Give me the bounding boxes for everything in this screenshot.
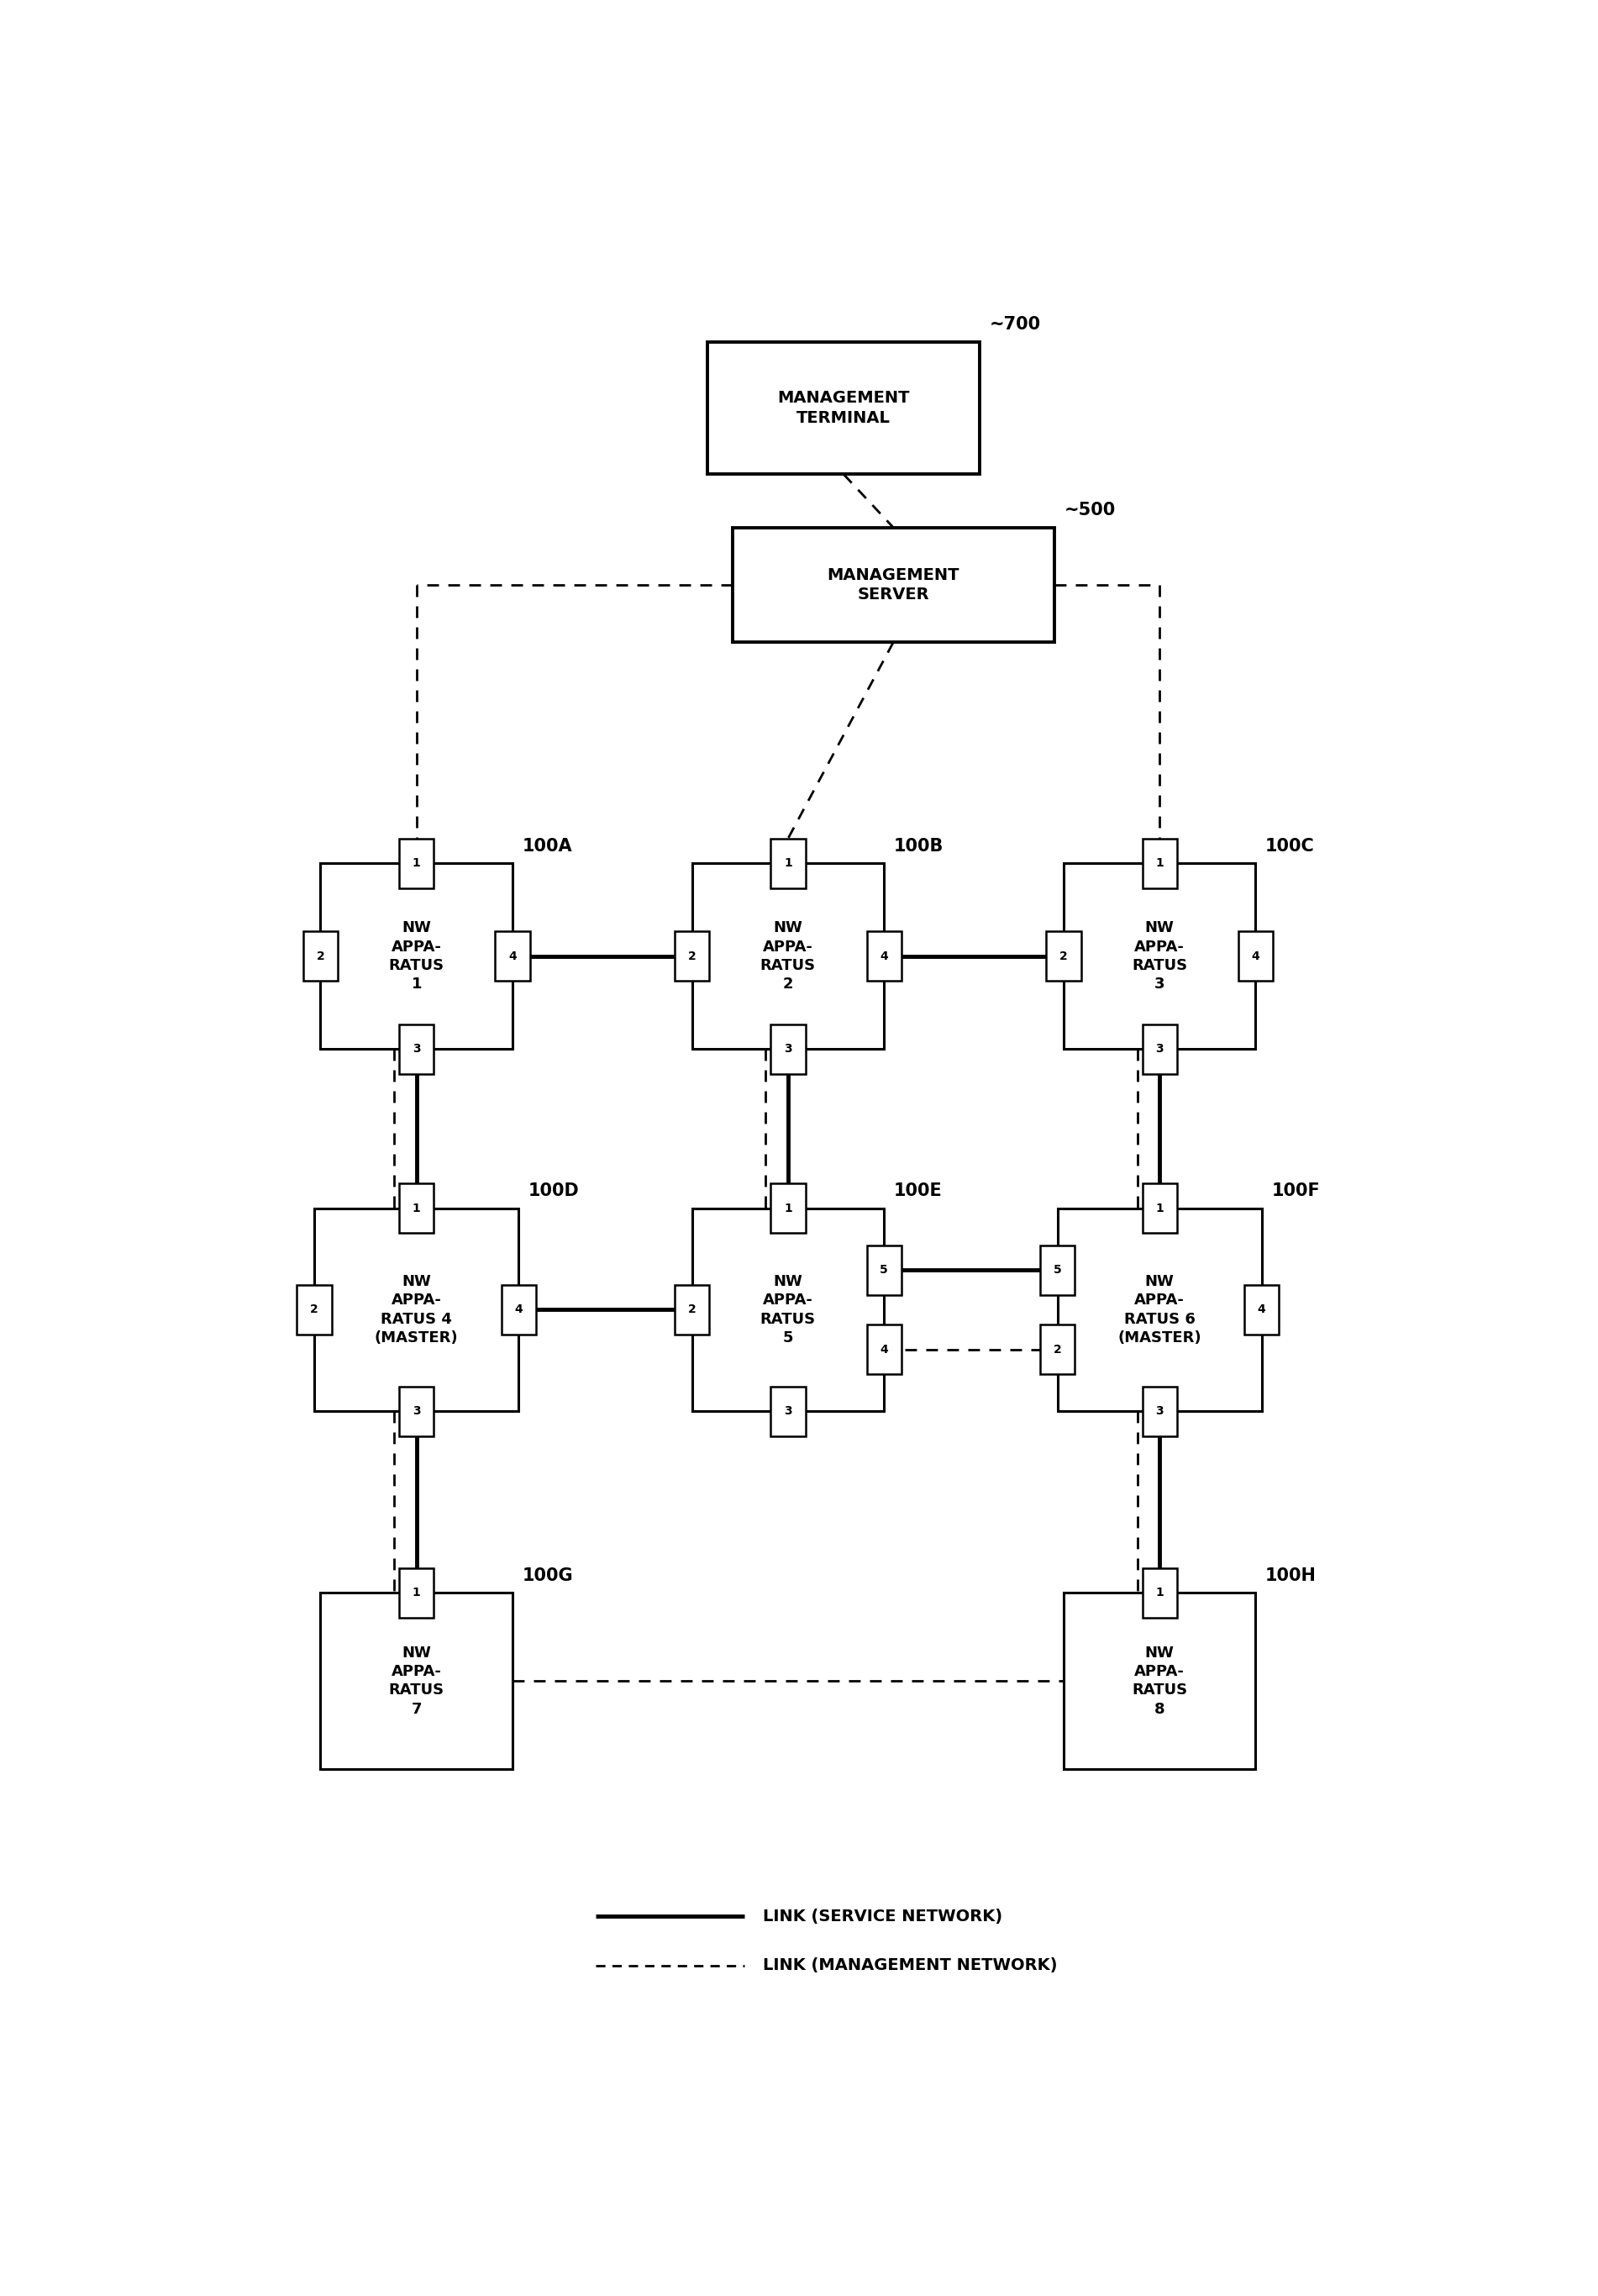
Text: NW
APPA-
RATUS 4
(MASTER): NW APPA- RATUS 4 (MASTER): [374, 1274, 459, 1345]
Text: 100B: 100B: [893, 838, 944, 854]
Text: LINK (MANAGEMENT NETWORK): LINK (MANAGEMENT NETWORK): [764, 1958, 1058, 1975]
Bar: [1064, 1593, 1256, 1770]
Text: 2: 2: [1053, 1343, 1061, 1355]
Text: LINK (SERVICE NETWORK): LINK (SERVICE NETWORK): [764, 1908, 1004, 1924]
Text: 100D: 100D: [529, 1182, 580, 1199]
Text: 5: 5: [1053, 1265, 1061, 1277]
Bar: [1143, 1568, 1176, 1616]
Text: 100G: 100G: [523, 1566, 574, 1584]
Text: NW
APPA-
RATUS
8: NW APPA- RATUS 8: [1131, 1646, 1187, 1717]
Bar: [1058, 1208, 1262, 1412]
Bar: [674, 932, 710, 980]
Text: 3: 3: [785, 1042, 793, 1054]
Bar: [866, 1244, 901, 1295]
Text: 1: 1: [785, 856, 793, 870]
Bar: [1040, 1325, 1075, 1373]
Bar: [692, 863, 884, 1049]
Bar: [692, 1208, 884, 1412]
Bar: [1143, 1024, 1176, 1075]
Text: 4: 4: [508, 951, 516, 962]
Text: 2: 2: [687, 1304, 697, 1316]
Text: 1: 1: [412, 1203, 420, 1215]
Text: 3: 3: [785, 1405, 793, 1417]
Text: MANAGEMENT
TERMINAL: MANAGEMENT TERMINAL: [778, 390, 909, 427]
Text: NW
APPA-
RATUS
2: NW APPA- RATUS 2: [761, 921, 817, 992]
Bar: [400, 1568, 433, 1616]
Text: 3: 3: [412, 1042, 420, 1054]
Bar: [1143, 1182, 1176, 1233]
Text: NW
APPA-
RATUS
3: NW APPA- RATUS 3: [1131, 921, 1187, 992]
Text: 3: 3: [412, 1405, 420, 1417]
Bar: [1238, 932, 1274, 980]
Bar: [321, 863, 513, 1049]
Bar: [1245, 1286, 1278, 1334]
Bar: [315, 1208, 519, 1412]
Bar: [1143, 1387, 1176, 1437]
Text: NW
APPA-
RATUS
5: NW APPA- RATUS 5: [761, 1274, 817, 1345]
Bar: [400, 1387, 433, 1437]
Text: 3: 3: [1155, 1042, 1163, 1054]
Text: 4: 4: [1258, 1304, 1266, 1316]
Text: 4: 4: [880, 1343, 888, 1355]
Bar: [732, 528, 1055, 643]
Text: ~700: ~700: [989, 317, 1042, 333]
Text: 100C: 100C: [1266, 838, 1315, 854]
Bar: [1047, 932, 1080, 980]
Bar: [866, 932, 901, 980]
Bar: [400, 1182, 433, 1233]
Text: 1: 1: [412, 856, 420, 870]
Bar: [770, 838, 805, 889]
Text: 100H: 100H: [1266, 1566, 1317, 1584]
Text: NW
APPA-
RATUS
1: NW APPA- RATUS 1: [388, 921, 444, 992]
Bar: [770, 1182, 805, 1233]
Text: 2: 2: [316, 951, 324, 962]
Bar: [321, 1593, 513, 1770]
Text: 100E: 100E: [893, 1182, 943, 1199]
Text: 4: 4: [880, 951, 888, 962]
Text: 100A: 100A: [523, 838, 572, 854]
Bar: [1143, 838, 1176, 889]
Text: 1: 1: [785, 1203, 793, 1215]
Text: 2: 2: [687, 951, 697, 962]
Bar: [866, 1325, 901, 1373]
Text: 2: 2: [310, 1304, 318, 1316]
Bar: [674, 1286, 710, 1334]
Text: 1: 1: [1155, 1203, 1163, 1215]
Bar: [1064, 863, 1256, 1049]
Text: ~500: ~500: [1064, 503, 1115, 519]
Text: 100F: 100F: [1272, 1182, 1320, 1199]
Text: 5: 5: [880, 1265, 888, 1277]
Bar: [708, 342, 980, 475]
Text: 3: 3: [1155, 1405, 1163, 1417]
Text: 4: 4: [515, 1304, 523, 1316]
Bar: [400, 1024, 433, 1075]
Bar: [770, 1024, 805, 1075]
Bar: [304, 932, 337, 980]
Text: 4: 4: [1251, 951, 1259, 962]
Bar: [297, 1286, 332, 1334]
Text: NW
APPA-
RATUS 6
(MASTER): NW APPA- RATUS 6 (MASTER): [1117, 1274, 1202, 1345]
Text: 2: 2: [1059, 951, 1067, 962]
Text: NW
APPA-
RATUS
7: NW APPA- RATUS 7: [388, 1646, 444, 1717]
Text: 1: 1: [1155, 856, 1163, 870]
Bar: [400, 838, 433, 889]
Bar: [1040, 1244, 1075, 1295]
Text: 1: 1: [1155, 1587, 1163, 1598]
Bar: [770, 1387, 805, 1437]
Text: MANAGEMENT
SERVER: MANAGEMENT SERVER: [828, 567, 959, 604]
Text: 1: 1: [412, 1587, 420, 1598]
Bar: [495, 932, 531, 980]
Bar: [502, 1286, 535, 1334]
